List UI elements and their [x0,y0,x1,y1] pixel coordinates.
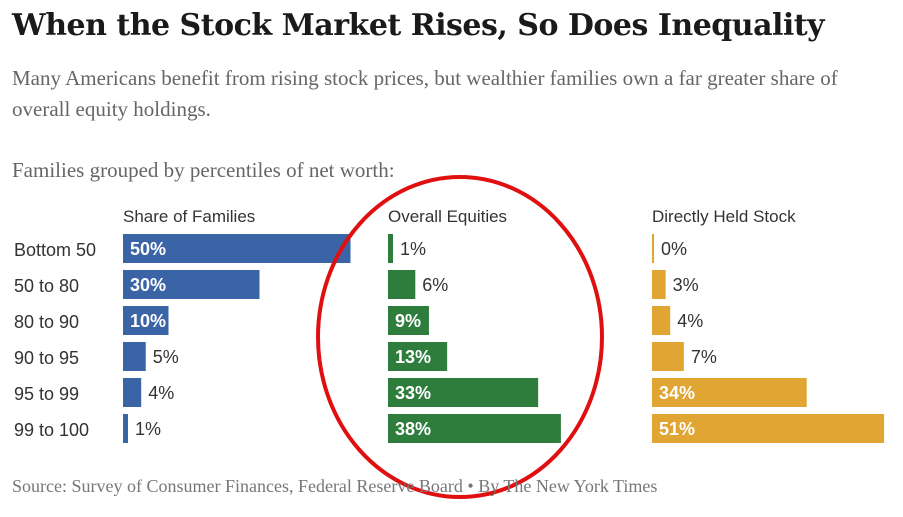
data-label: 0% [661,239,687,259]
data-label: 6% [422,275,448,295]
data-label: 38% [395,419,431,439]
bar [652,234,654,263]
bar [388,270,416,299]
data-label: 50% [130,239,166,259]
bar [123,342,146,371]
data-label: 13% [395,347,431,367]
data-label: 4% [677,311,703,331]
data-label: 1% [135,419,161,439]
bar [123,234,351,263]
row-label: 95 to 99 [14,384,79,404]
bar [123,306,169,335]
bar [652,342,684,371]
bar [388,414,561,443]
data-label: 10% [130,311,166,331]
row-label: 90 to 95 [14,348,79,368]
bar [388,342,448,371]
row-label: 99 to 100 [14,420,89,440]
series-header: Share of Families [123,207,255,226]
chart-title: When the Stock Market Rises, So Does Ine… [12,8,825,43]
row-label: 80 to 90 [14,312,79,332]
bar [652,306,671,335]
series-header: Overall Equities [388,207,507,226]
bar [123,414,128,443]
chart-subtitle: Many Americans benefit from rising stock… [12,66,838,121]
bar [388,378,539,407]
row-label: Bottom 50 [14,240,96,260]
data-label: 4% [148,383,174,403]
series-header: Directly Held Stock [652,207,796,226]
source-note: Source: Survey of Consumer Finances, Fed… [12,476,658,496]
bar [123,378,142,407]
highlight-circle [316,175,604,499]
data-label: 1% [400,239,426,259]
row-label: 50 to 80 [14,276,79,296]
data-label: 7% [691,347,717,367]
bar [652,414,885,443]
bar [388,306,429,335]
bar [652,378,807,407]
data-label: 3% [673,275,699,295]
data-label: 33% [395,383,431,403]
bar [388,234,393,263]
data-label: 34% [659,383,695,403]
data-label: 9% [395,311,421,331]
data-label: 30% [130,275,166,295]
grouping-label: Families grouped by percentiles of net w… [12,158,395,182]
data-label: 5% [153,347,179,367]
data-label: 51% [659,419,695,439]
bar [652,270,666,299]
bar [123,270,260,299]
